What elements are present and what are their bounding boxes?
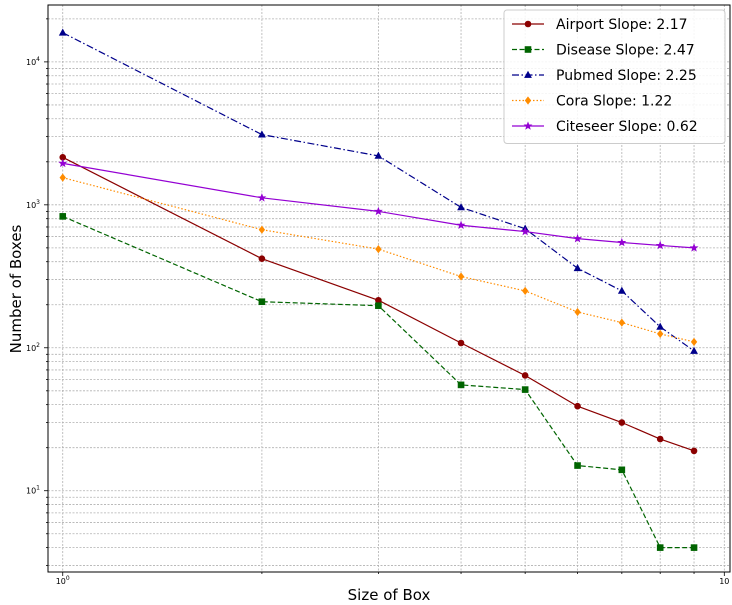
legend-label: Pubmed Slope: 2.25 — [556, 68, 697, 84]
data-point — [257, 130, 266, 138]
y-tick-label: 104 — [26, 56, 40, 67]
data-point — [520, 226, 530, 236]
legend-label: Citeseer Slope: 0.62 — [556, 119, 698, 135]
series-0 — [59, 154, 698, 455]
data-point — [617, 237, 627, 247]
data-point — [656, 435, 664, 443]
data-point — [258, 225, 266, 234]
series-4 — [58, 158, 699, 252]
data-point — [690, 337, 698, 346]
data-point — [690, 346, 698, 354]
data-point — [655, 240, 665, 250]
data-point — [574, 462, 581, 469]
data-point — [521, 286, 529, 295]
data-point — [457, 203, 465, 211]
data-point — [456, 220, 466, 229]
series-group — [58, 28, 699, 551]
data-point — [375, 296, 382, 304]
data-point — [457, 381, 465, 389]
data-point — [618, 419, 626, 426]
data-point — [573, 233, 582, 243]
data-point — [573, 264, 582, 272]
legend-marker — [524, 20, 532, 28]
y-tick-label: 102 — [26, 342, 40, 353]
data-point — [257, 193, 267, 202]
data-point — [258, 298, 266, 306]
data-point — [374, 151, 383, 159]
series-1 — [59, 213, 698, 551]
data-point — [59, 173, 66, 182]
data-point — [258, 255, 266, 262]
legend-label: Airport Slope: 2.17 — [556, 17, 688, 33]
data-point — [656, 322, 665, 330]
legend-marker — [524, 96, 532, 105]
data-point — [521, 386, 529, 393]
legend-label: Disease Slope: 2.47 — [556, 43, 695, 59]
data-point — [690, 447, 698, 455]
data-point — [574, 402, 581, 410]
data-point — [58, 28, 67, 36]
data-point — [617, 286, 626, 294]
legend-item: Pubmed Slope: 2.25 — [512, 68, 697, 84]
legend-item: Citeseer Slope: 0.62 — [512, 119, 698, 135]
data-point — [59, 213, 67, 220]
data-point — [457, 339, 465, 347]
data-point — [58, 158, 68, 168]
y-tick-label: 103 — [26, 199, 40, 210]
data-point — [373, 206, 383, 216]
legend-marker — [524, 70, 532, 78]
data-point — [457, 272, 465, 281]
data-point — [618, 318, 626, 327]
legend-item: Disease Slope: 2.47 — [512, 43, 695, 59]
data-point — [375, 245, 382, 254]
data-point — [618, 466, 626, 474]
data-point — [574, 307, 581, 317]
data-point — [521, 372, 529, 379]
legend-marker — [524, 46, 532, 53]
x-tick-label: 10 — [719, 577, 729, 586]
data-point — [657, 329, 664, 339]
axis-ticks: 100 10 101 102 103 104 — [26, 18, 729, 586]
legend-item: Cora Slope: 1.22 — [512, 94, 672, 110]
legend: Airport Slope: 2.17 Disease Slope: 2.47 Pu… — [503, 9, 726, 144]
y-axis-label: Number of Boxes — [7, 224, 25, 353]
x-tick-label: 100 — [56, 575, 70, 586]
y-tick-label: 101 — [26, 485, 40, 496]
series-3 — [59, 173, 698, 346]
legend-box — [503, 9, 726, 144]
data-point — [656, 544, 664, 551]
legend-item: Airport Slope: 2.17 — [512, 17, 688, 33]
data-point — [375, 302, 382, 309]
x-axis-label: Size of Box — [348, 586, 431, 604]
legend-marker — [523, 121, 533, 130]
data-point — [689, 243, 699, 252]
legend-label: Cora Slope: 1.22 — [556, 94, 672, 110]
data-point — [690, 544, 698, 551]
series-line — [62, 32, 695, 352]
plot-frame — [47, 4, 731, 573]
